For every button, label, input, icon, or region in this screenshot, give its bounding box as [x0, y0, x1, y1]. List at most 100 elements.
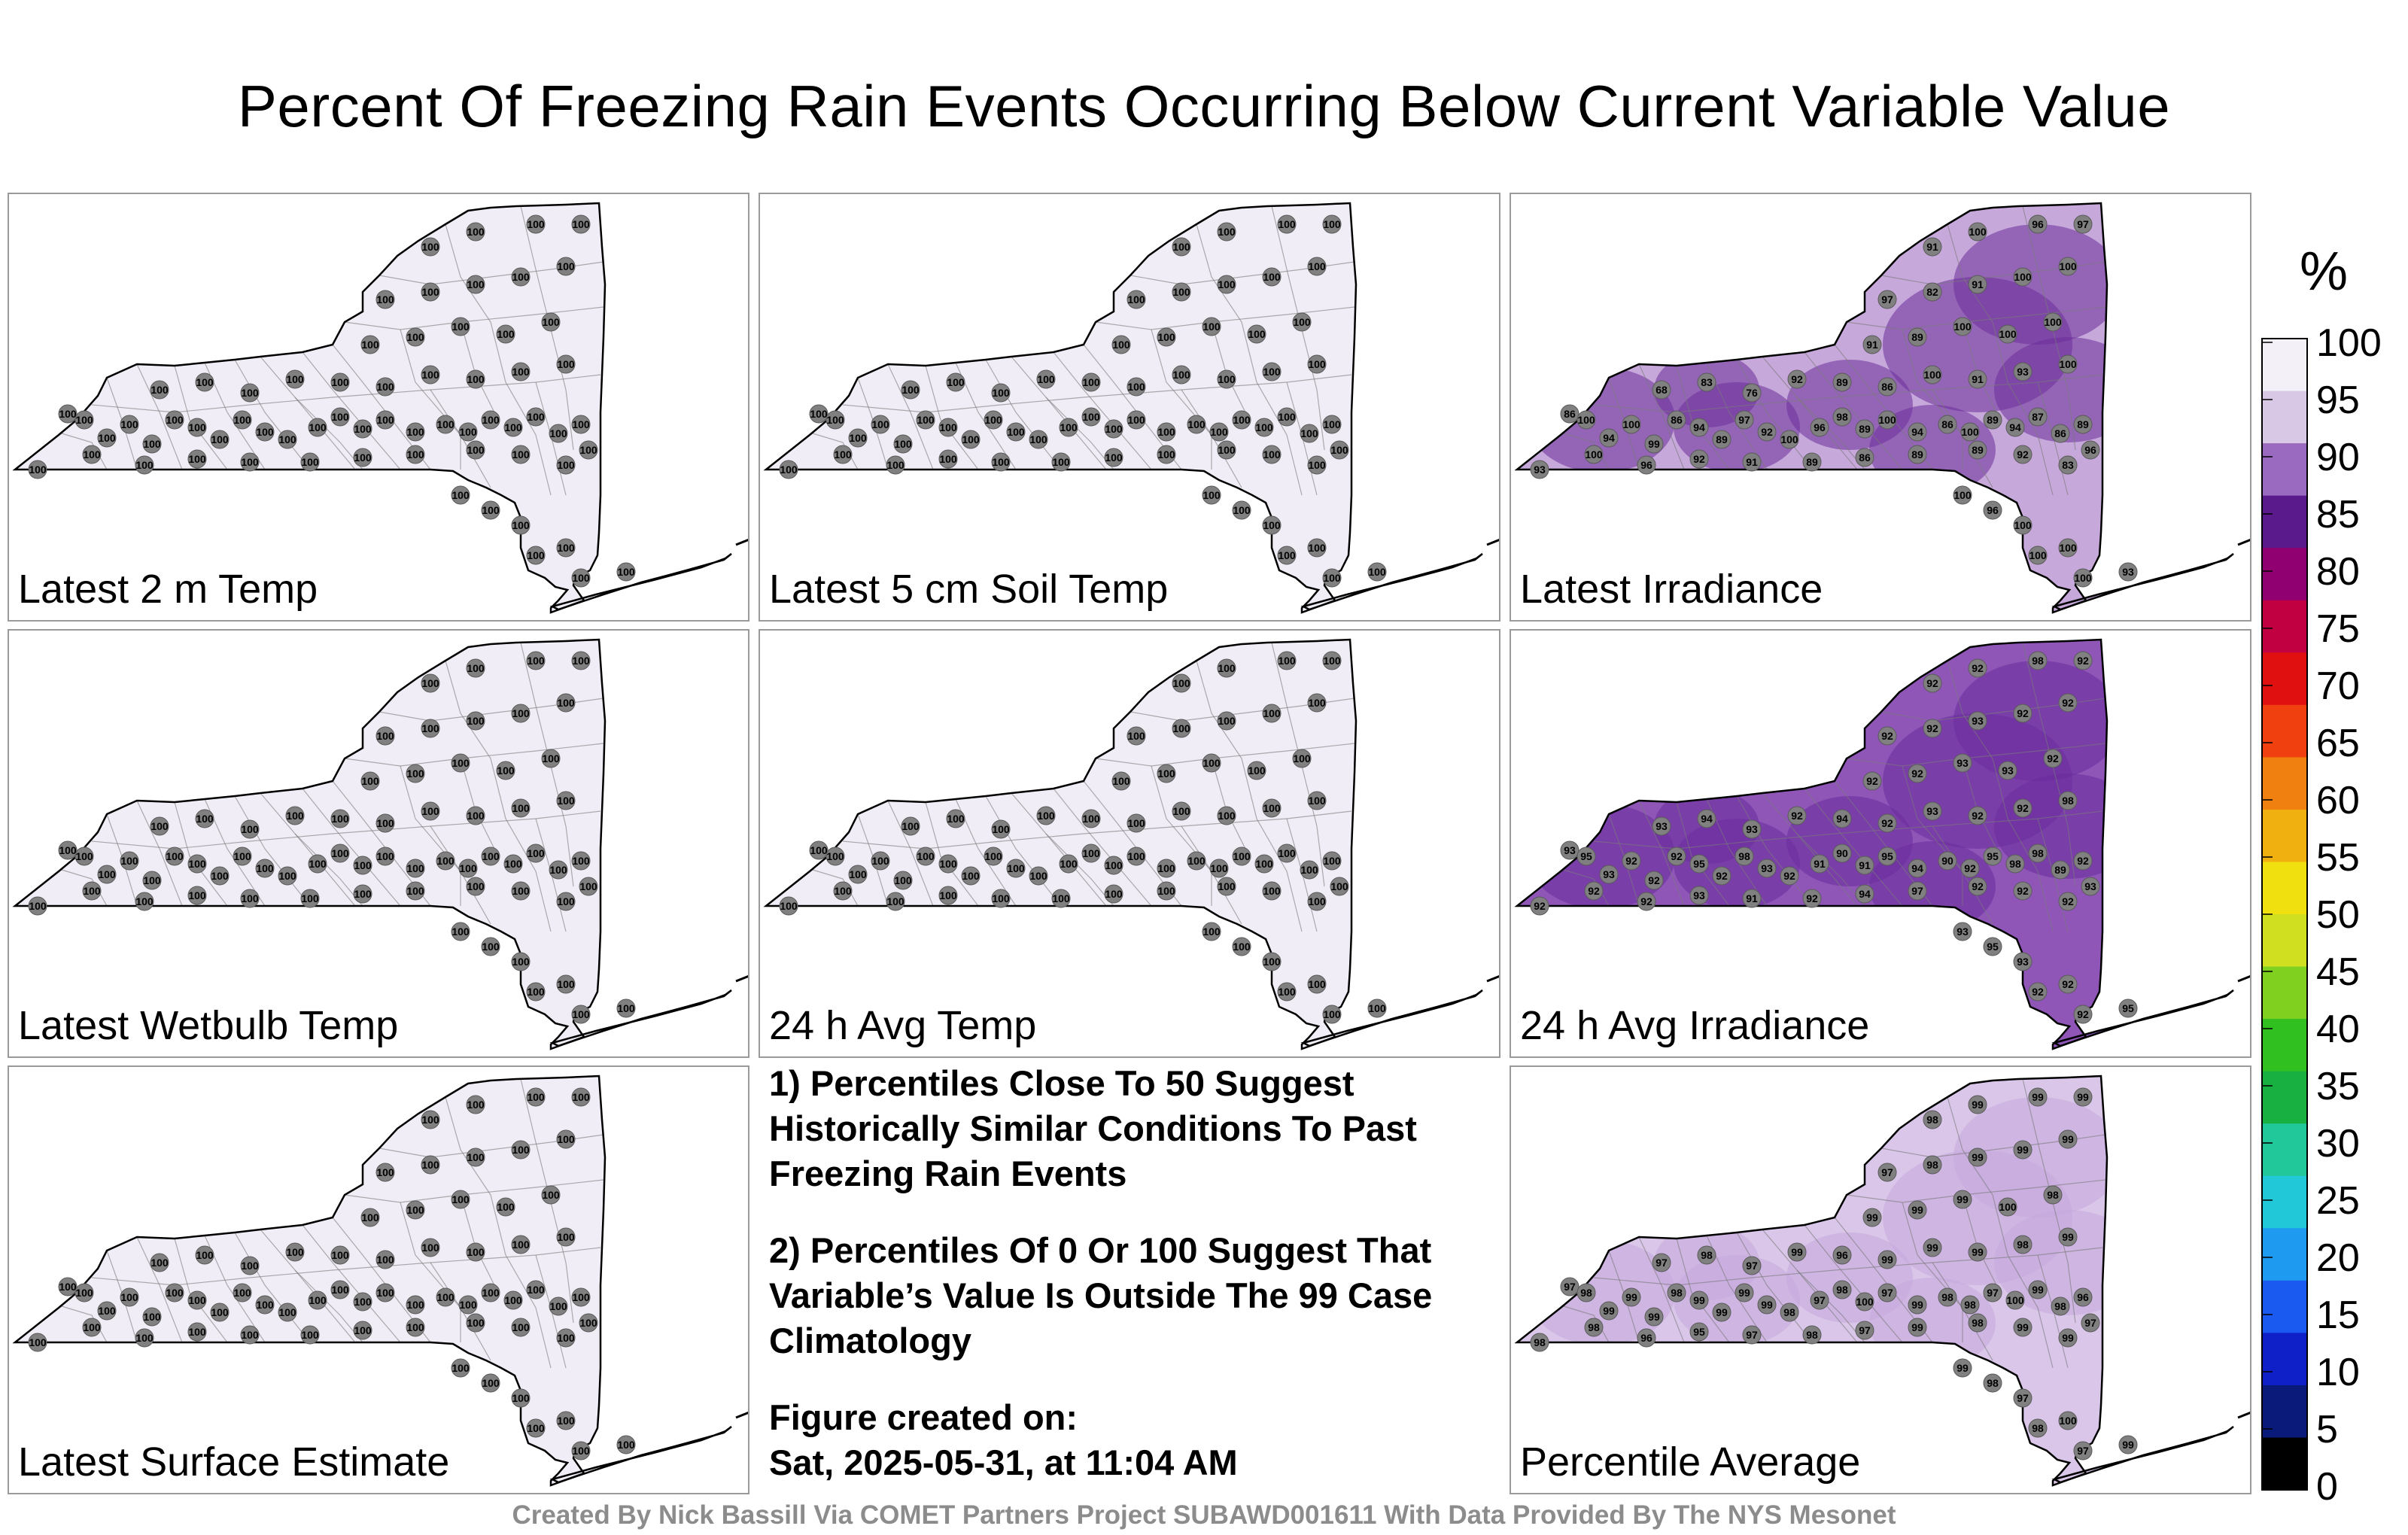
station-marker: 100: [1202, 485, 1221, 505]
station-marker: 100: [893, 434, 913, 454]
colorbar-tick-label: 0: [2316, 1465, 2338, 1505]
station-value: 92: [2062, 697, 2074, 709]
station-value: 89: [1806, 456, 1818, 468]
station-marker: 100: [1277, 651, 1297, 670]
station-value: 100: [572, 1008, 590, 1020]
colorbar-segment: [2262, 339, 2307, 392]
station-marker: 94: [1908, 859, 1927, 878]
station-marker: 100: [779, 460, 798, 479]
station-value: 100: [1060, 858, 1078, 870]
station-marker: 100: [526, 1087, 546, 1107]
station-value: 100: [992, 823, 1010, 835]
station-marker: 100: [984, 847, 1003, 866]
station-value: 100: [1112, 339, 1130, 351]
station-marker: 100: [240, 1325, 260, 1345]
station-marker: 100: [503, 1290, 523, 1310]
station-value: 100: [83, 1321, 101, 1333]
station-marker: 100: [946, 809, 965, 828]
station-value: 96: [1640, 1332, 1652, 1344]
station-value: 82: [1926, 286, 1938, 298]
station-marker: 100: [466, 369, 485, 389]
station-value: 100: [150, 1257, 169, 1269]
station-value: 100: [376, 1166, 394, 1178]
panel-label: Latest Surface Estimate: [18, 1439, 450, 1485]
station-marker: 92: [1877, 813, 1897, 833]
station-value: 100: [120, 855, 138, 867]
station-marker: 100: [436, 1287, 455, 1307]
station-marker: 96: [2081, 440, 2100, 460]
station-marker: 100: [82, 445, 102, 464]
long-island-outline: [549, 1426, 732, 1484]
station-value: 100: [947, 376, 965, 388]
station-marker: 95: [1983, 937, 2002, 956]
colorbar-tick-label: 50: [2316, 893, 2360, 937]
station-value: 100: [871, 855, 889, 867]
station-value: 100: [83, 885, 101, 897]
station-marker: 100: [278, 430, 297, 449]
station-marker: 95: [2118, 999, 2138, 1018]
station-marker: 100: [481, 410, 500, 430]
station-marker: 99: [1968, 1147, 1987, 1167]
station-value: 89: [1859, 423, 1871, 435]
station-value: 100: [1308, 795, 1326, 807]
station-marker: 100: [1217, 658, 1236, 678]
station-marker: 100: [848, 865, 868, 884]
station-marker: 98: [1923, 1155, 1942, 1175]
station-value: 100: [1202, 926, 1221, 938]
station-marker: 100: [1172, 719, 1191, 738]
station-marker: 100: [406, 1200, 425, 1220]
station-value: 100: [557, 1332, 575, 1344]
station-marker: 99: [1644, 434, 1664, 454]
station-marker: 100: [421, 365, 440, 385]
station-marker: 100: [511, 267, 531, 287]
station-value: 100: [1187, 855, 1206, 867]
station-marker: 100: [458, 1295, 478, 1315]
station-marker: 100: [556, 693, 576, 713]
station-value: 100: [901, 384, 920, 396]
station-marker: 100: [1576, 410, 1596, 430]
station-marker: 100: [991, 452, 1011, 472]
station-marker: 100: [1254, 854, 1274, 874]
station-value: 95: [1693, 1326, 1705, 1338]
station-marker: 100: [503, 418, 523, 437]
station-value: 100: [2059, 542, 2077, 554]
station-marker: 100: [187, 449, 207, 469]
station-marker: 100: [511, 1235, 531, 1254]
station-marker: 100: [233, 1283, 252, 1302]
station-marker: 92: [2013, 704, 2033, 723]
station-value: 100: [2029, 549, 2047, 561]
station-value: 97: [1911, 885, 1923, 897]
station-value: 100: [1368, 566, 1386, 578]
station-value: 100: [451, 489, 470, 501]
station-value: 99: [1956, 1362, 1969, 1374]
station-value: 100: [557, 358, 575, 370]
station-value: 100: [1202, 757, 1221, 769]
station-value: 93: [1746, 823, 1758, 835]
station-marker: 99: [1622, 1287, 1641, 1307]
station-marker: 100: [421, 282, 440, 302]
station-value: 97: [2084, 1317, 2096, 1329]
long-island-fill: [1303, 554, 1482, 609]
station-marker: 100: [571, 1005, 591, 1024]
station-value: 100: [421, 1114, 439, 1126]
station-marker: 100: [187, 1322, 207, 1342]
state-outline: [12, 202, 607, 614]
station-marker: 92: [1968, 658, 1987, 678]
station-marker: 100: [1172, 673, 1191, 693]
station-marker: 92: [2013, 881, 2033, 901]
station-value: 100: [233, 850, 251, 862]
station-marker: 100: [541, 312, 561, 332]
station-marker: 100: [142, 1307, 162, 1327]
station-value: 100: [135, 895, 154, 907]
station-value: 92: [1926, 677, 1938, 689]
station-value: 100: [233, 1287, 251, 1299]
station-value: 100: [467, 373, 485, 385]
station-marker: 100: [375, 1250, 395, 1269]
station-marker: 100: [466, 222, 485, 242]
station-value: 92: [1671, 850, 1683, 862]
station-value: 91: [1866, 339, 1878, 351]
nys-map: 100 100 100 100 100 100 100 100 100 100 100 100 100 1…: [763, 202, 1499, 614]
station-value: 100: [549, 864, 567, 876]
station-marker: 100: [1081, 843, 1101, 863]
station-value: 98: [1534, 1336, 1546, 1348]
